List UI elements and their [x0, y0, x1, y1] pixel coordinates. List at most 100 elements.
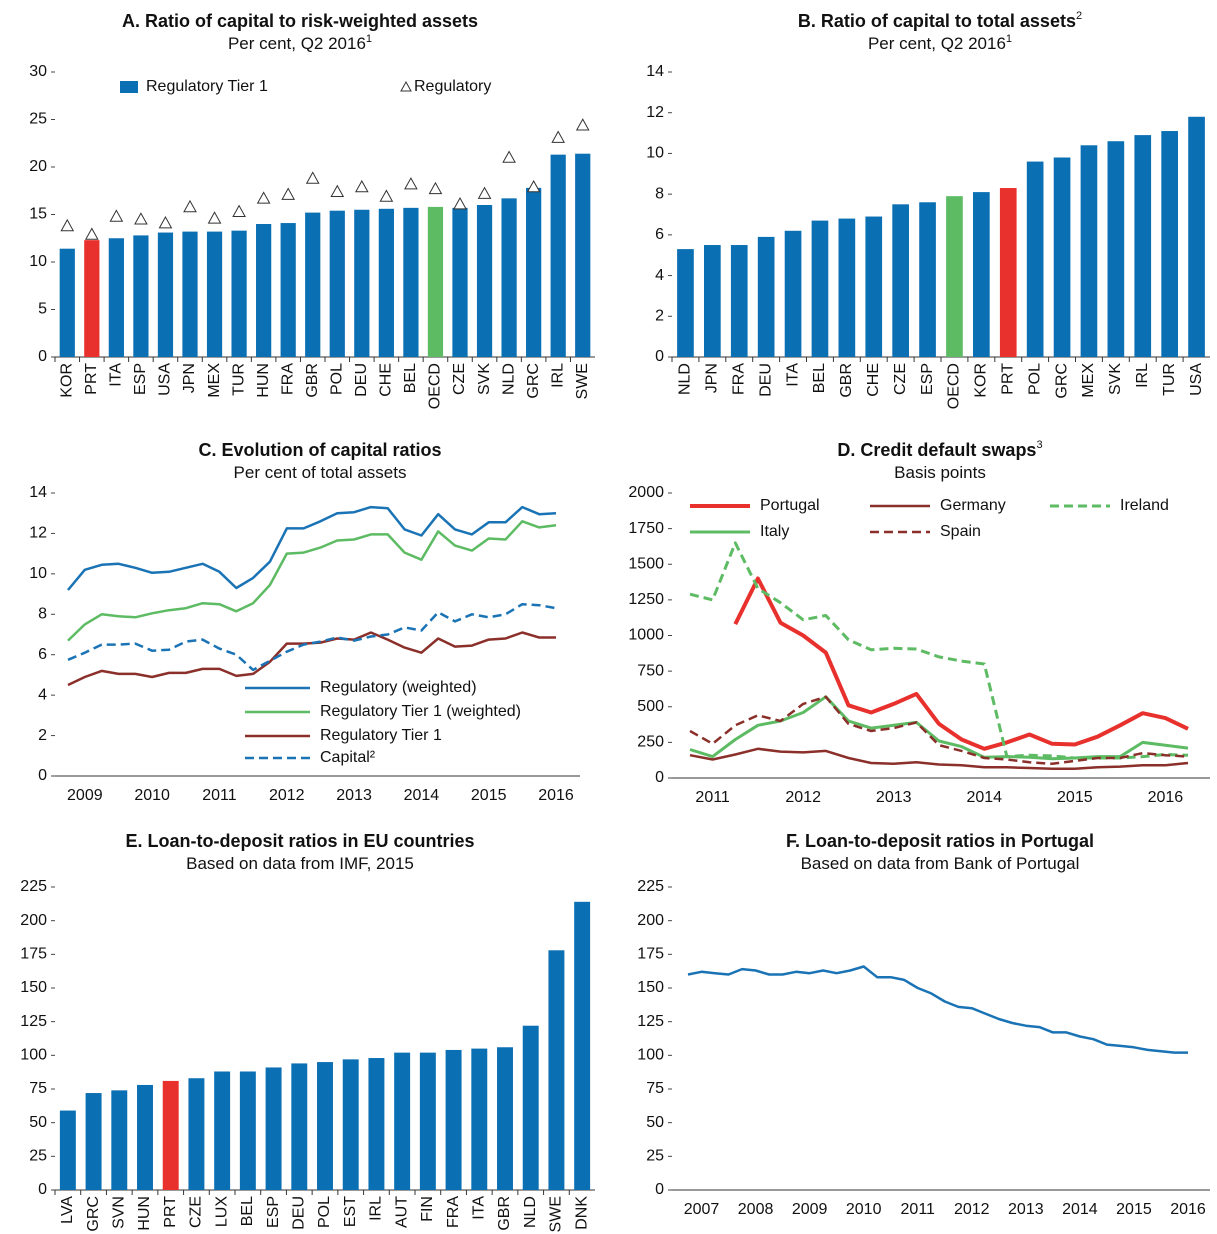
y-tick-label: 5 [38, 301, 47, 318]
bar [427, 206, 444, 357]
bar [59, 1110, 76, 1190]
y-tick-label: 20 [29, 158, 47, 175]
x-tick-label: 2008 [738, 1201, 774, 1218]
title-text: B. Ratio of capital to total assets [798, 11, 1076, 31]
y-tick-label: 30 [29, 63, 47, 80]
x-tick-label: ITA [784, 363, 801, 387]
legend-label: Germany [940, 497, 1006, 514]
title-text: E. Loan-to-deposit ratios in EU countrie… [125, 831, 474, 851]
x-tick-label: GBR [496, 1196, 513, 1231]
x-tick-label: MEX [206, 363, 223, 398]
y-tick-label: 75 [29, 1080, 47, 1097]
x-tick-label: 2014 [1062, 1201, 1098, 1218]
x-tick-label: 2007 [684, 1201, 720, 1218]
line [689, 695, 1189, 761]
title-text: A. Ratio of capital to risk-weighted ass… [122, 11, 478, 31]
y-tick-label: 0 [655, 769, 664, 786]
x-tick-label: DEU [353, 363, 370, 397]
x-tick-label: 2009 [67, 787, 103, 804]
y-tick-label: 6 [655, 226, 664, 243]
bar [946, 196, 963, 357]
x-tick-label: 2011 [901, 1201, 936, 1218]
y-tick-label: 25 [29, 1148, 47, 1165]
x-tick-label: ITA [108, 363, 125, 387]
x-tick-label: SVN [111, 1196, 128, 1229]
x-tick-label: 2011 [202, 787, 237, 804]
x-tick-label: CHE [378, 363, 395, 397]
chart-subtitle: Per cent, Q2 20161 [228, 33, 372, 54]
y-tick-label: 125 [20, 1013, 47, 1030]
bar [1080, 145, 1098, 357]
subtitle-note: 1 [366, 33, 372, 45]
bar [892, 204, 909, 357]
marker [428, 181, 443, 195]
x-tick-label: GBR [838, 363, 855, 398]
y-tick-label: 175 [637, 946, 664, 963]
marker [404, 177, 418, 190]
bar [239, 1071, 256, 1190]
x-tick-label: 2012 [954, 1201, 990, 1218]
y-tick-label: 2000 [628, 484, 664, 501]
subtitle-text: Per cent, Q2 2016 [868, 34, 1006, 53]
x-tick-label: NLD [522, 1196, 539, 1228]
bar [378, 208, 394, 357]
marker [232, 204, 246, 217]
y-tick-label: 225 [20, 878, 47, 895]
bar [394, 1052, 411, 1190]
y-tick-label: 15 [29, 206, 47, 223]
bar [476, 205, 493, 357]
y-tick-label: 2 [38, 727, 47, 744]
x-tick-label: PRT [999, 363, 1016, 395]
bar [999, 188, 1017, 357]
chart-subtitle: Basis points [894, 463, 986, 482]
chart-title: E. Loan-to-deposit ratios in EU countrie… [125, 831, 474, 851]
legend-label: Regulatory Tier 1 [146, 78, 268, 95]
x-tick-label: PRT [162, 1196, 179, 1228]
y-tick-label: 200 [637, 912, 664, 929]
legend-label: Italy [760, 523, 789, 540]
y-tick-label: 500 [637, 698, 664, 715]
x-tick-label: HUN [255, 363, 272, 398]
y-tick-label: 14 [646, 63, 664, 80]
bar [137, 1084, 153, 1190]
bar [354, 209, 370, 357]
y-tick-label: 750 [637, 662, 664, 679]
bar [157, 232, 174, 357]
marker [330, 184, 345, 197]
y-tick-label: 175 [20, 946, 47, 963]
subtitle-note: 1 [1006, 33, 1012, 45]
bar [677, 249, 694, 357]
y-tick-label: 0 [38, 1181, 47, 1198]
y-tick-label: 200 [20, 912, 47, 929]
chart-title: B. Ratio of capital to total assets2 [798, 10, 1082, 31]
x-tick-label: ESP [265, 1196, 282, 1228]
x-tick-label: KOR [58, 363, 75, 398]
bar [497, 1047, 513, 1190]
y-tick-label: 8 [655, 185, 664, 202]
line [689, 747, 1189, 770]
x-tick-label: IRL [368, 1196, 385, 1221]
y-tick-label: 100 [637, 1047, 664, 1064]
y-tick-label: 10 [646, 145, 664, 162]
x-tick-label: 2012 [269, 787, 305, 804]
x-tick-label: TUR [230, 363, 247, 396]
y-tick-label: 50 [646, 1114, 664, 1131]
marker [134, 212, 148, 225]
y-tick-label: 125 [637, 1013, 664, 1030]
bar [403, 207, 419, 357]
marker [502, 150, 516, 163]
y-tick-label: 0 [38, 767, 47, 784]
x-tick-label: GBR [304, 363, 321, 398]
x-tick-label: 2013 [876, 789, 912, 806]
bar [811, 220, 829, 357]
bar [730, 245, 748, 357]
bar [445, 1049, 462, 1190]
marker [183, 199, 197, 213]
subtitle-text: Per cent of total assets [234, 463, 407, 482]
bar [265, 1067, 282, 1190]
marker [379, 189, 394, 202]
chart-subtitle: Per cent, Q2 20161 [868, 33, 1012, 54]
y-tick-label: 0 [655, 348, 664, 365]
bar [182, 231, 198, 357]
x-tick-label: 2010 [134, 787, 170, 804]
